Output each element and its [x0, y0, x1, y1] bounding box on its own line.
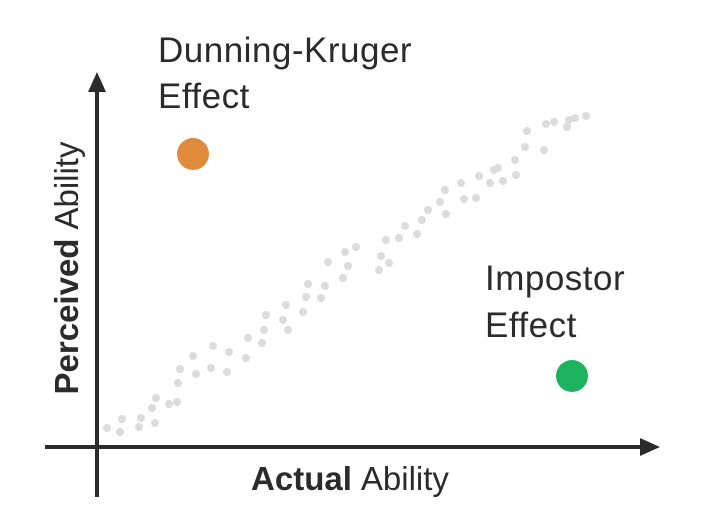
scatter-dot: [279, 316, 287, 324]
scatter-dot: [475, 172, 483, 180]
scatter-dot: [260, 326, 268, 334]
annotation-line: Impostor: [485, 259, 625, 298]
scatter-dot: [472, 194, 480, 202]
y-axis-label-bold: Perceived: [48, 239, 85, 395]
scatter-dot: [512, 171, 520, 179]
scatter-dot: [165, 400, 173, 408]
scatter-dot: [460, 195, 468, 203]
scatter-dot: [148, 404, 156, 412]
scatter-dot: [377, 252, 385, 260]
scatter-dot: [344, 262, 352, 270]
scatter-dot: [258, 339, 266, 347]
y-axis-arrow: [88, 72, 106, 92]
y-axis-label-rest: Ability: [48, 141, 85, 230]
annotation-line: Dunning-Kruger: [158, 31, 412, 70]
scatter-dot: [413, 230, 421, 238]
scatter-dot: [457, 179, 465, 187]
scatter-dot: [521, 143, 529, 151]
scatter-dots: [103, 112, 590, 436]
scatter-dot: [207, 364, 215, 372]
scatter-dot: [151, 419, 159, 427]
scatter-dot: [382, 236, 390, 244]
scatter-dot: [486, 179, 494, 187]
scatter-dot: [152, 394, 160, 402]
scatter-dot: [499, 177, 507, 185]
scatter-dot: [174, 379, 182, 387]
scatter-dot: [262, 311, 270, 319]
scatter-dot: [424, 206, 432, 214]
scatter-dot: [582, 112, 590, 120]
scatter-dot: [118, 415, 126, 423]
x-axis-arrow: [640, 438, 660, 456]
scatter-dot: [418, 216, 426, 224]
x-axis-label: Actual Ability: [251, 460, 449, 497]
scatter-dot: [436, 198, 444, 206]
scatter-dot: [116, 428, 124, 436]
scatter-dot: [244, 334, 252, 342]
scatter-dot: [189, 352, 197, 360]
scatter-dot: [225, 348, 233, 356]
scatter-dot: [494, 164, 502, 172]
scatter-dot: [282, 301, 290, 309]
scatter-dot: [401, 222, 409, 230]
scatter-dot: [302, 293, 310, 301]
scatter-dot: [550, 118, 558, 126]
scatter-dot: [137, 414, 145, 422]
scatter-dot: [324, 258, 332, 266]
scatter-dot: [395, 234, 403, 242]
x-axis-label-rest: Ability: [361, 460, 450, 497]
x-axis-label-bold: Actual: [251, 460, 352, 497]
scatter-dot: [176, 365, 184, 373]
impostor-dot: [556, 360, 588, 392]
scatter-dot: [209, 342, 217, 350]
scatter-dot: [563, 123, 571, 131]
scatter-dot: [375, 266, 383, 274]
scatter-dot: [339, 274, 347, 282]
scatter-dot: [352, 243, 360, 251]
scatter-dot: [385, 259, 393, 267]
scatter-dot: [135, 423, 143, 431]
scatter-dot: [571, 114, 579, 122]
scatter-dot: [173, 398, 181, 406]
dunning-kruger-dot: [177, 138, 209, 170]
scatter-dot: [192, 370, 200, 378]
scatter-dot: [299, 308, 307, 316]
annotation-line: Effect: [158, 77, 250, 116]
scatter-dot: [540, 146, 548, 154]
scatter-dot: [511, 156, 519, 164]
scatter-dot: [441, 186, 449, 194]
scatter-dot: [317, 294, 325, 302]
scatter-dot: [341, 248, 349, 256]
scatter-dot: [542, 120, 550, 128]
scatter-dot: [284, 326, 292, 334]
scatter-dot: [223, 368, 231, 376]
scatter-dot: [442, 210, 450, 218]
scatter-dot: [523, 127, 531, 135]
scatter-dot: [304, 280, 312, 288]
scatter-dot: [242, 354, 250, 362]
scatter-dot: [103, 424, 111, 432]
y-axis-label: Perceived Ability: [48, 141, 85, 394]
scatter-dot: [321, 282, 329, 290]
annotation-line: Effect: [485, 306, 577, 345]
